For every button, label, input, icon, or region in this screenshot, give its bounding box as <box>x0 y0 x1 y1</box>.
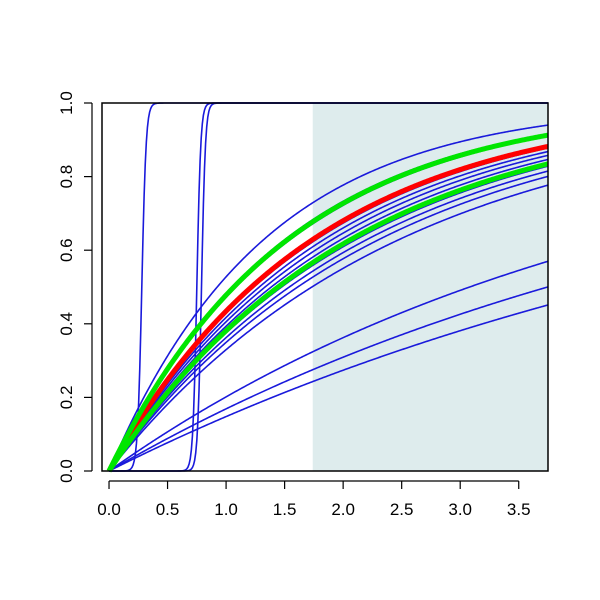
series-line-2 <box>108 175 549 472</box>
x-tick-label: 2.5 <box>390 500 414 519</box>
series-line-6 <box>108 154 549 472</box>
x-tick-label: 2.0 <box>331 500 355 519</box>
y-tick-label: 1.0 <box>57 91 76 115</box>
y-tick-label: 0.2 <box>57 386 76 410</box>
series-line-19 <box>106 132 549 473</box>
series-line-13 <box>108 286 549 472</box>
series-line-1 <box>108 184 549 472</box>
x-tick-label: 1.0 <box>214 500 238 519</box>
series-line-11 <box>108 124 549 472</box>
series-line-7 <box>108 150 549 472</box>
x-tick-label: 1.5 <box>273 500 297 519</box>
series-line-20 <box>106 161 549 473</box>
shaded-region <box>312 103 548 471</box>
y-tick-label: 0.0 <box>57 459 76 483</box>
x-axis: 0.0 0.5 1.0 1.5 2.0 2.5 3.0 3.5 <box>97 480 531 519</box>
y-tick-label: 0.8 <box>57 165 76 189</box>
x-tick-label: 3.0 <box>448 500 472 519</box>
x-tick-label: 0.0 <box>97 500 121 519</box>
y-tick-label: 0.6 <box>57 238 76 262</box>
series-line-14 <box>108 260 549 472</box>
series-line-12 <box>108 304 549 472</box>
series-line-18 <box>106 143 549 473</box>
x-tick-label: 3.5 <box>507 500 531 519</box>
x-tick-label: 0.5 <box>156 500 180 519</box>
y-axis: 0.0 0.2 0.4 0.6 0.8 1.0 <box>57 91 93 483</box>
y-tick-label: 0.4 <box>57 312 76 336</box>
plot-frame <box>101 102 549 472</box>
series-line-3 <box>108 170 549 472</box>
